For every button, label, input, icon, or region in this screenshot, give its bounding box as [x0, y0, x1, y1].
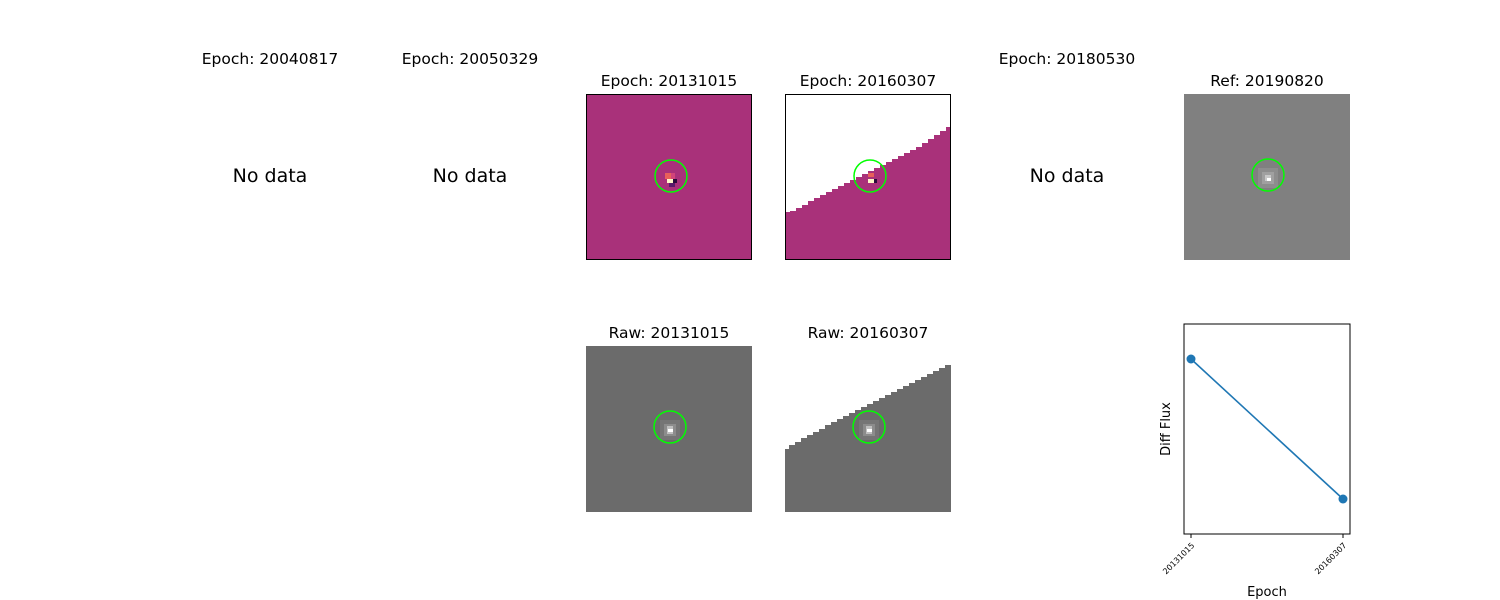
- epoch-20160307-title: Epoch: 20160307: [799, 72, 937, 90]
- y-axis-label: Diff Flux: [1159, 402, 1174, 456]
- raw-20160307-title: Raw: 20160307: [807, 324, 929, 342]
- aperture-circle: [1251, 158, 1285, 192]
- series-line: [1190, 358, 1344, 500]
- epoch-20180530-title: Epoch: 20180530: [998, 50, 1136, 68]
- aperture-circle: [653, 410, 687, 444]
- diff-image-20131015: [586, 94, 752, 260]
- raw-image-20131015: [586, 346, 752, 512]
- x-axis-label: Epoch: [1247, 585, 1287, 600]
- diff-image-20160307: [785, 94, 951, 260]
- raw-image-20160307: [785, 346, 951, 512]
- ref-image-20190820: [1184, 94, 1350, 260]
- epoch-20040817-title: Epoch: 20040817: [201, 50, 339, 68]
- epoch-20050329-title: Epoch: 20050329: [401, 50, 539, 68]
- raw-20131015-title: Raw: 20131015: [608, 324, 730, 342]
- x-tick-label: 20131015: [1161, 541, 1196, 576]
- epoch-20180530-no-data: No data: [1029, 165, 1105, 187]
- aperture-circle: [654, 159, 688, 193]
- x-tick-label: 20160307: [1313, 541, 1348, 576]
- aperture-circle: [853, 159, 887, 193]
- epoch-20040817-no-data: No data: [232, 165, 308, 187]
- data-point: [1186, 354, 1196, 364]
- data-point: [1338, 494, 1348, 504]
- epoch-20050329-no-data: No data: [432, 165, 508, 187]
- epoch-20131015-title: Epoch: 20131015: [600, 72, 738, 90]
- aperture-circle: [852, 410, 886, 444]
- ref-title: Ref: 20190820: [1210, 72, 1324, 90]
